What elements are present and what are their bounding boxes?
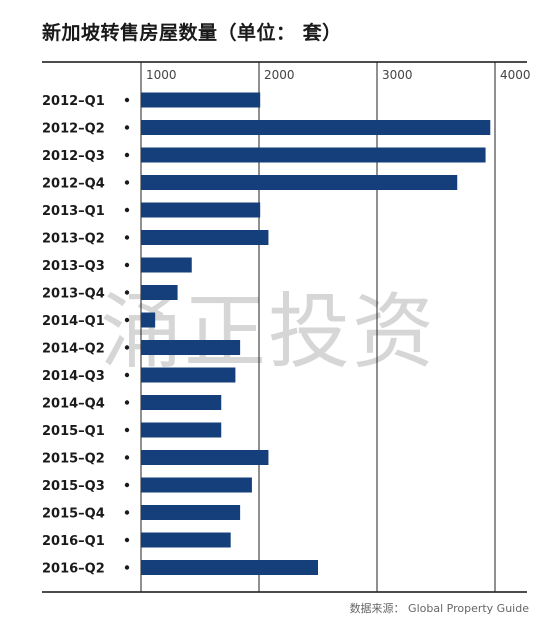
bar — [141, 340, 241, 355]
x-tick-label: 3000 — [382, 68, 413, 82]
bar — [141, 312, 156, 328]
category-label: 2015–Q2 — [42, 452, 105, 467]
bar — [141, 367, 236, 383]
bullet-dot — [124, 152, 130, 158]
category-label: 2014–Q4 — [42, 397, 105, 412]
bullet-dot — [124, 207, 130, 213]
bullet-dot — [124, 565, 130, 570]
bar — [141, 285, 178, 300]
x-tick-label: 2000 — [264, 68, 295, 82]
category-label: 2015–Q1 — [42, 424, 105, 439]
category-label: 2012–Q4 — [42, 177, 105, 192]
category-label: 2014–Q1 — [42, 314, 105, 329]
bar — [141, 92, 261, 108]
bullet-dot — [124, 317, 130, 323]
bar — [141, 532, 231, 548]
bar — [141, 395, 222, 410]
bullet-dot — [124, 455, 130, 460]
bar — [141, 450, 269, 465]
category-label: 2013–Q4 — [42, 287, 105, 302]
bar — [141, 422, 222, 438]
category-label: 2013–Q2 — [42, 232, 105, 247]
bar — [141, 175, 458, 190]
category-label: 2016–Q2 — [42, 562, 105, 577]
bullet-dot — [124, 262, 130, 268]
bar — [141, 120, 491, 135]
chart-title: 新加坡转售房屋数量（单位： 套） — [42, 22, 342, 44]
bar — [141, 147, 486, 163]
category-label: 2016–Q1 — [42, 534, 105, 549]
category-label: 2013–Q1 — [42, 204, 105, 219]
x-tick-label: 1000 — [146, 68, 177, 82]
bar — [141, 505, 241, 520]
bullet-dot — [124, 235, 130, 240]
bullet-dot — [124, 537, 130, 543]
bar — [141, 257, 192, 273]
bullet-dot — [124, 372, 130, 378]
watermark: 涌正投资 — [100, 285, 437, 380]
category-label: 2013–Q3 — [42, 259, 105, 274]
category-label: 2014–Q3 — [42, 369, 105, 384]
bullet-dot — [124, 180, 130, 185]
bullet-dot — [124, 290, 130, 295]
bar — [141, 560, 318, 575]
bar — [141, 230, 269, 245]
bullet-dot — [124, 482, 130, 488]
bullet-dot — [124, 97, 130, 103]
category-label: 2015–Q4 — [42, 507, 105, 522]
category-label: 2014–Q2 — [42, 342, 105, 357]
bullet-dot — [124, 510, 130, 515]
bullet-dot — [124, 345, 130, 350]
bar — [141, 477, 252, 493]
bullet-dot — [124, 427, 130, 433]
x-tick-label: 4000 — [500, 68, 531, 82]
bar — [141, 202, 261, 218]
source-note: 数据来源： Global Property Guide — [349, 602, 529, 615]
category-label: 2012–Q1 — [42, 94, 105, 109]
bullet-dot — [124, 400, 130, 405]
bullet-dot — [124, 125, 130, 130]
category-label: 2012–Q2 — [42, 122, 105, 137]
category-label: 2015–Q3 — [42, 479, 105, 494]
category-label: 2012–Q3 — [42, 149, 105, 164]
